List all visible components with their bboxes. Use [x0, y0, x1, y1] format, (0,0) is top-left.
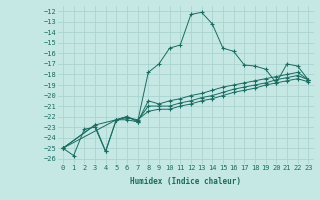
X-axis label: Humidex (Indice chaleur): Humidex (Indice chaleur) [130, 177, 241, 186]
